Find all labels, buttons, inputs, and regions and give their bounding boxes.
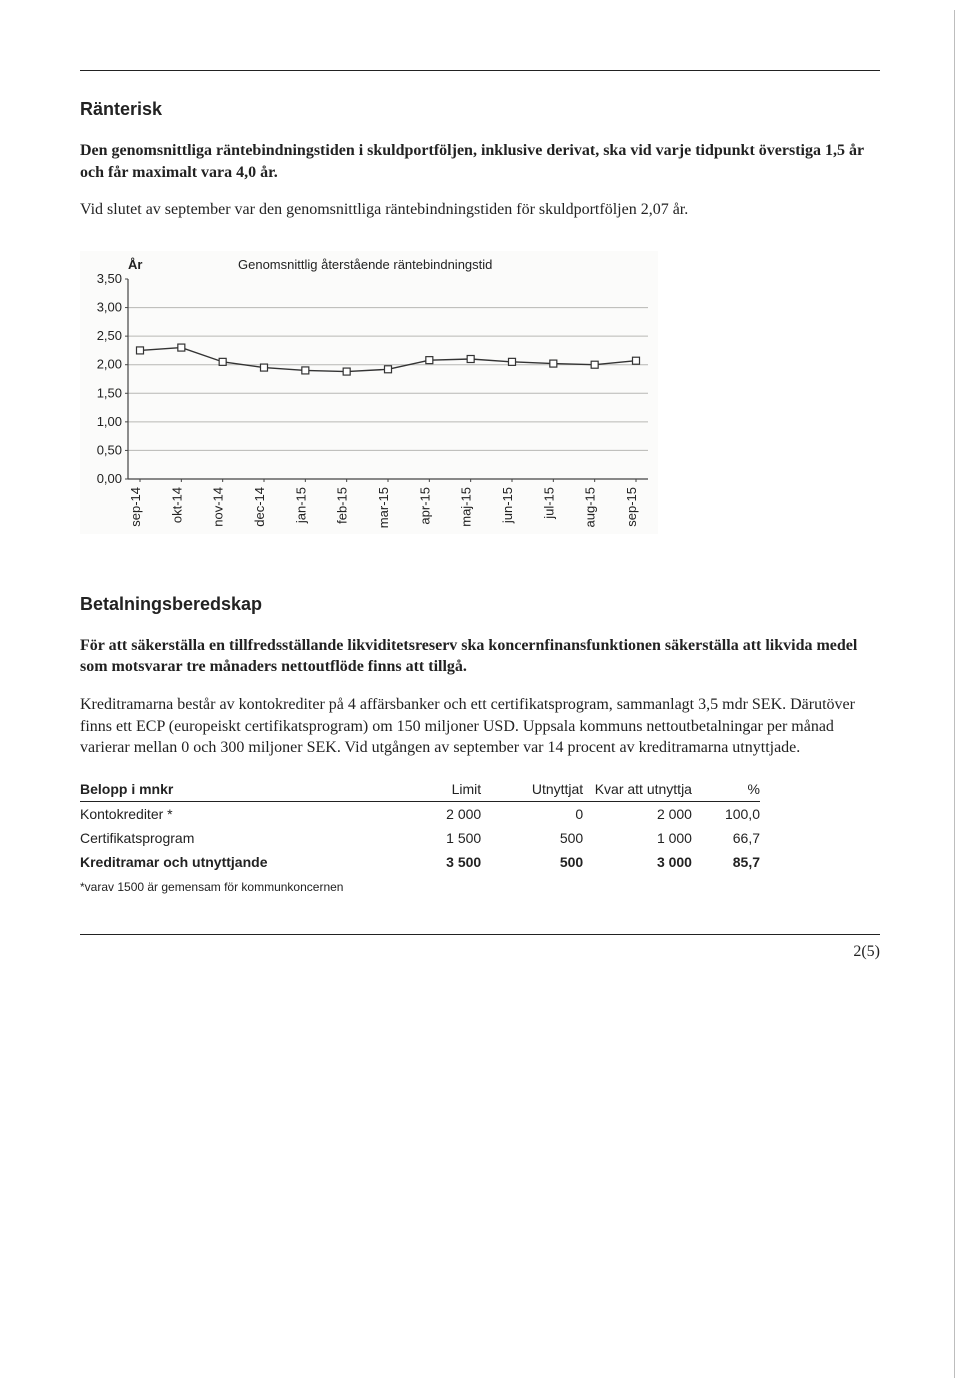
page-number: 2(5) (80, 943, 880, 961)
svg-text:1,00: 1,00 (97, 414, 122, 429)
cell: Kreditramar och utnyttjande (80, 850, 379, 874)
table-row: Kreditramar och utnyttjande3 5005003 000… (80, 850, 760, 874)
cell: 0 (481, 801, 583, 826)
section2-body: Kreditramarna består av kontokrediter på… (80, 694, 880, 759)
cell: Kontokrediter * (80, 801, 379, 826)
cell: 2 000 (583, 801, 692, 826)
top-rule (80, 70, 880, 71)
svg-text:2,00: 2,00 (97, 356, 122, 371)
col-name: Belopp i mnkr (80, 777, 379, 802)
svg-text:jun-15: jun-15 (500, 487, 515, 524)
section-title-betalning: Betalningsberedskap (80, 594, 880, 615)
svg-text:0,50: 0,50 (97, 442, 122, 457)
col-left: Kvar att utnyttja (583, 777, 692, 802)
col-pct: % (692, 777, 760, 802)
svg-text:0,00: 0,00 (97, 471, 122, 486)
cell: 500 (481, 850, 583, 874)
table-header-row: Belopp i mnkr Limit Utnyttjat Kvar att u… (80, 777, 760, 802)
col-limit: Limit (379, 777, 481, 802)
svg-text:jan-15: jan-15 (293, 487, 308, 524)
cell: 500 (481, 826, 583, 850)
table-footnote: *varav 1500 är gemensam för kommunkoncer… (80, 880, 880, 894)
scan-edge (954, 10, 955, 1378)
cell: 1 500 (379, 826, 481, 850)
section2-lead: För att säkerställa en tillfredsställand… (80, 635, 880, 678)
svg-text:nov-14: nov-14 (211, 487, 226, 527)
svg-text:okt-14: okt-14 (169, 487, 184, 523)
credit-table: Belopp i mnkr Limit Utnyttjat Kvar att u… (80, 777, 760, 874)
section1-lead: Den genomsnittliga räntebindningstiden i… (80, 140, 880, 183)
bottom-rule (80, 934, 880, 935)
cell: 1 000 (583, 826, 692, 850)
chart-container: År Genomsnittlig återstående räntebindnin… (80, 251, 880, 534)
svg-text:jul-15: jul-15 (541, 487, 556, 520)
svg-text:1,50: 1,50 (97, 385, 122, 400)
cell: Certifikatsprogram (80, 826, 379, 850)
svg-text:sep-15: sep-15 (624, 487, 639, 527)
svg-text:maj-15: maj-15 (459, 487, 474, 527)
svg-text:Genomsnittlig återstående ränt: Genomsnittlig återstående räntebindnings… (238, 257, 492, 272)
section-title-ranterisk: Ränterisk (80, 99, 880, 120)
svg-text:År: År (128, 257, 142, 272)
svg-text:3,50: 3,50 (97, 271, 122, 286)
svg-text:aug-15: aug-15 (583, 487, 598, 527)
table-row: Kontokrediter *2 00002 000100,0 (80, 801, 760, 826)
svg-text:3,00: 3,00 (97, 299, 122, 314)
col-used: Utnyttjat (481, 777, 583, 802)
svg-text:feb-15: feb-15 (335, 487, 350, 524)
page: Ränterisk Den genomsnittliga räntebindni… (0, 0, 960, 1388)
cell: 2 000 (379, 801, 481, 826)
cell: 3 500 (379, 850, 481, 874)
svg-text:sep-14: sep-14 (128, 487, 143, 527)
table-row: Certifikatsprogram1 5005001 00066,7 (80, 826, 760, 850)
svg-text:2,50: 2,50 (97, 328, 122, 343)
cell: 85,7 (692, 850, 760, 874)
cell: 3 000 (583, 850, 692, 874)
line-chart: År Genomsnittlig återstående räntebindnin… (80, 251, 658, 534)
svg-text:apr-15: apr-15 (417, 487, 432, 525)
svg-text:dec-14: dec-14 (252, 487, 267, 527)
svg-text:mar-15: mar-15 (376, 487, 391, 528)
cell: 100,0 (692, 801, 760, 826)
section1-body: Vid slutet av september var den genomsni… (80, 199, 880, 221)
cell: 66,7 (692, 826, 760, 850)
